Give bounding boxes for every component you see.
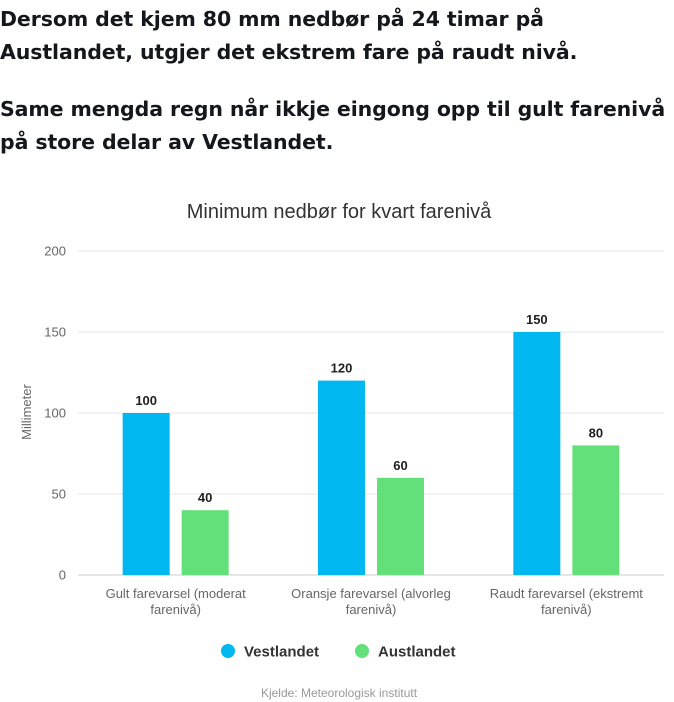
legend-marker-austlandet: [355, 644, 369, 658]
data-label: 80: [589, 425, 603, 440]
x-tick-label: Gult farevarsel (moderat farenivå): [106, 586, 247, 617]
y-axis-ticks: 0 50 100 150 200: [44, 244, 66, 583]
legend-item-vestlandet[interactable]: Vestlandet: [221, 644, 319, 661]
bar-austlandet[interactable]: [181, 510, 229, 575]
bars: [122, 332, 620, 575]
legend-label-austlandet: Austlandet: [378, 644, 456, 661]
legend-marker-vestlandet: [221, 644, 235, 658]
data-label: 100: [135, 393, 157, 408]
y-tick-label: 50: [52, 487, 66, 502]
legend: Vestlandet Austlandet: [221, 644, 456, 661]
data-label: 120: [331, 361, 353, 376]
y-tick-label: 150: [44, 325, 66, 340]
x-tick-label: Oransje farevarsel (alvorleg farenivå): [291, 586, 451, 617]
data-label: 40: [198, 490, 212, 505]
gridlines: [78, 250, 664, 576]
data-labels: 100 40 120 60 150 80: [135, 312, 603, 505]
legend-label-vestlandet: Vestlandet: [244, 644, 319, 661]
y-tick-label: 0: [59, 568, 66, 583]
bar-austlandet[interactable]: [572, 445, 620, 575]
bar-austlandet[interactable]: [377, 477, 424, 575]
headline-second: Same mengda regn når ikkje eingong opp t…: [0, 97, 666, 154]
x-axis-labels: Gult farevarsel (moderat farenivå) Oransje…: [106, 586, 644, 617]
y-tick-label: 100: [44, 406, 66, 421]
x-tick-label: Raudt farevarsel (ekstremt farenivå): [490, 586, 644, 617]
legend-item-austlandet[interactable]: Austlandet: [355, 644, 456, 661]
headline-first: Dersom det kjem 80 mm nedbør på 24 timar…: [0, 7, 578, 64]
bar-vestlandet[interactable]: [318, 380, 365, 575]
data-label: 150: [526, 312, 548, 327]
data-label: 60: [393, 458, 407, 473]
bar-vestlandet[interactable]: [122, 413, 170, 575]
source-credit: Kjelde: Meteorologisk institutt: [261, 686, 418, 700]
chart-title: Minimum nedbør for kvart farenivå: [187, 201, 492, 223]
y-axis-label: Millimeter: [19, 384, 34, 440]
bar-vestlandet[interactable]: [513, 332, 561, 575]
y-tick-label: 200: [44, 244, 66, 259]
